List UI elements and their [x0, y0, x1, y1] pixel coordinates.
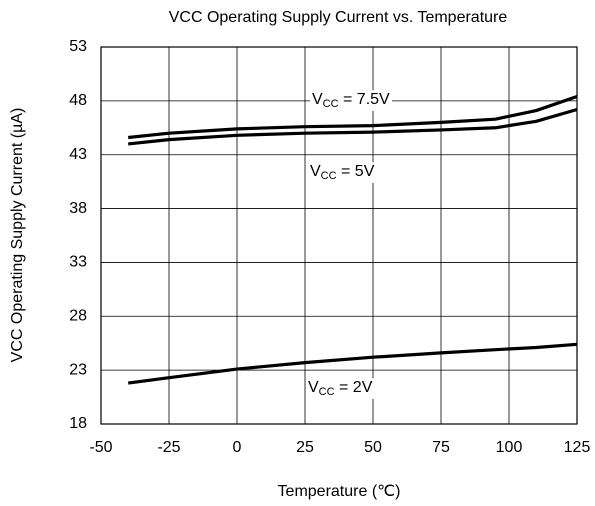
series-label: VCC = 2V: [308, 379, 373, 398]
label-background: [308, 162, 377, 183]
series-label-part: = 2V: [335, 379, 373, 396]
y-tick-label: 48: [69, 92, 87, 109]
series-label-part: CC: [319, 386, 335, 398]
series-label: VCC = 7.5V: [312, 91, 390, 110]
x-tick-label: 100: [496, 439, 523, 456]
series-label: VCC = 5V: [310, 163, 375, 182]
label-background: [310, 90, 393, 111]
x-axis-label: Temperature (℃): [278, 483, 401, 500]
y-tick-label: 38: [69, 200, 87, 217]
x-tick-label: 0: [233, 439, 242, 456]
y-tick-label: 18: [69, 415, 87, 432]
x-tick-label: 125: [564, 439, 591, 456]
x-tick-label: 75: [432, 439, 450, 456]
series-label-part: = 5V: [337, 163, 375, 180]
x-tick-label: -25: [157, 439, 180, 456]
label-background: [306, 378, 375, 399]
y-tick-label: 33: [69, 254, 87, 271]
series-line: [128, 95, 578, 140]
plot-frame: [100, 46, 578, 425]
x-tick-label: -50: [89, 439, 112, 456]
series-line: [127, 342, 578, 385]
series-label-part: V: [312, 91, 323, 108]
x-tick-label: 50: [364, 439, 382, 456]
series-line: [128, 107, 578, 146]
y-tick-label: 53: [69, 38, 87, 55]
x-tick-label: 25: [296, 439, 314, 456]
series-label-part: CC: [321, 170, 337, 182]
y-axis-label: VCC Operating Supply Current (µA): [9, 108, 26, 363]
y-tick-label: 23: [69, 361, 87, 378]
y-tick-label: 28: [69, 308, 87, 325]
series-label-part: CC: [323, 98, 339, 110]
y-tick-label: 43: [69, 146, 87, 163]
series-label-part: V: [308, 379, 319, 396]
series-label-part: = 7.5V: [339, 91, 390, 108]
series-label-part: V: [310, 163, 321, 180]
chart-title: VCC Operating Supply Current vs. Tempera…: [169, 9, 508, 26]
